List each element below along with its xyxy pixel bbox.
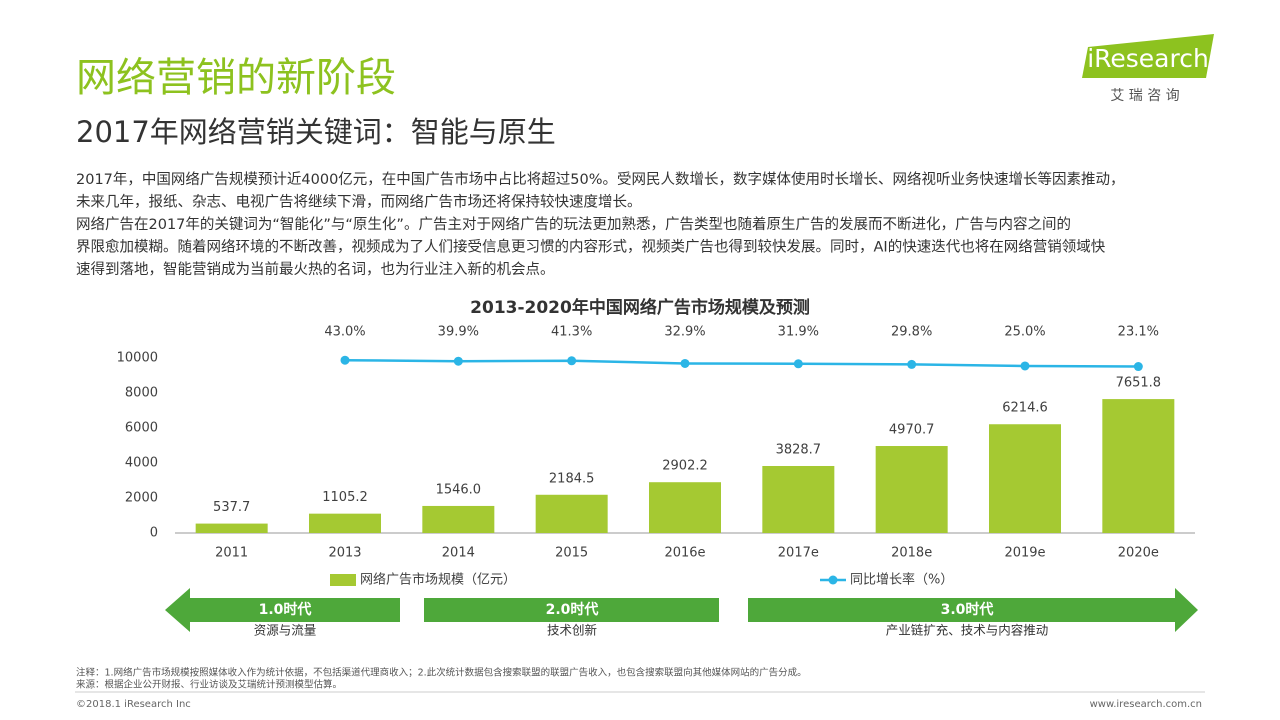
line-label: 41.3% [551,325,592,340]
line-point [567,356,577,366]
line-label: 23.1% [1118,325,1159,340]
body-text: 网络广告在2017年的关键词为“智能化”与“原生化”。广告主对于网络广告的玩法更… [76,216,1071,233]
y-tick-label: 10000 [117,351,158,366]
chart-title: 2013-2020年中国网络广告市场规模及预测 [470,297,810,318]
body-text: 速得到落地，智能营销成为当前最火热的名词，也为行业注入新的机会点。 [76,261,555,278]
y-tick-label: 8000 [125,386,158,401]
x-tick-label: 2015 [555,546,588,561]
y-tick-label: 6000 [125,421,158,436]
bar [535,494,608,533]
bar-label: 1105.2 [322,490,368,505]
legend-label: 网络广告市场规模（亿元） [360,572,516,588]
line-point [340,355,350,365]
bar-label: 1546.0 [436,482,482,497]
era-arrow [424,598,719,622]
y-tick-label: 4000 [125,456,158,471]
era-arrow [748,588,1198,632]
body-text: 2017年，中国网络广告规模预计近4000亿元，在中国广告市场中占比将超过50%… [76,170,1125,188]
bar [649,482,721,533]
x-tick-label: 2011 [215,546,248,561]
logo-sub: 艾 瑞 咨 询 [1110,88,1179,104]
bar-label: 3828.7 [776,442,822,457]
logo-brand: iResearch [1087,44,1209,73]
line-label: 25.0% [1004,325,1045,340]
x-tick-label: 2020e [1118,546,1159,561]
bar-label: 7651.8 [1116,376,1162,391]
body-text: 未来几年，报纸、杂志、电视广告将继续下滑，而网络广告市场还将保持较快速度增长。 [76,193,642,211]
line-point [793,359,803,369]
era-name: 1.0时代 [259,601,312,618]
note: 来源：根据企业公开财报、行业访谈及艾瑞统计预测模型估算。 [76,679,342,691]
era-desc: 资源与流量 [254,623,317,638]
line-point [1133,362,1143,372]
bar-label: 2184.5 [549,471,595,486]
era-desc: 产业链扩充、技术与内容推动 [886,623,1049,638]
era-name: 2.0时代 [546,601,599,618]
line-point [907,359,917,369]
line-point [1020,361,1030,371]
title: 网络营销的新阶段 [76,55,396,101]
body-text: 界限愈加模糊。随着网络环境的不断改善，视频成为了人们接受信息更习惯的内容形式，视… [76,238,1106,256]
era-desc: 技术创新 [547,623,597,638]
line-label: 39.9% [438,325,479,340]
bar-label: 6214.6 [1002,401,1048,416]
x-tick-label: 2017e [778,546,819,561]
y-tick-label: 0 [150,526,158,541]
subtitle: 2017年网络营销关键词：智能与原生 [76,115,556,149]
y-tick-label: 2000 [125,491,158,506]
line-label: 43.0% [324,325,365,340]
bar [309,513,381,533]
x-tick-label: 2016e [664,546,705,561]
x-tick-label: 2014 [442,546,475,561]
footer-right: www.iresearch.com.cn [1090,699,1202,710]
bar [195,523,268,533]
x-tick-label: 2013 [328,546,361,561]
bar [1102,399,1175,533]
legend-label: 同比增长率（%） [850,572,953,588]
footer-left: ©2018.1 iResearch Inc [76,699,191,710]
bar [875,446,948,533]
bar-label: 537.7 [213,500,250,515]
line-label: 31.9% [778,325,819,340]
note: 注释：1.网络广告市场规模按照媒体收入作为统计依据，不包括渠道代理商收入；2.此… [76,667,807,679]
bar [762,465,835,533]
bar-label: 4970.7 [889,423,935,438]
x-tick-label: 2018e [891,546,932,561]
line-point [453,356,463,366]
line [344,358,1139,368]
era-name: 3.0时代 [941,601,994,618]
line-point [680,358,690,368]
logo-badge [1082,34,1214,78]
bar [422,505,495,533]
x-tick-label: 2019e [1004,546,1045,561]
line-label: 29.8% [891,325,932,340]
line-label: 32.9% [664,325,705,340]
legend-swatch [330,574,356,586]
bar [989,424,1061,533]
legend-swatch [828,575,838,585]
era-arrow [165,588,400,632]
bar-label: 2902.2 [662,459,708,474]
